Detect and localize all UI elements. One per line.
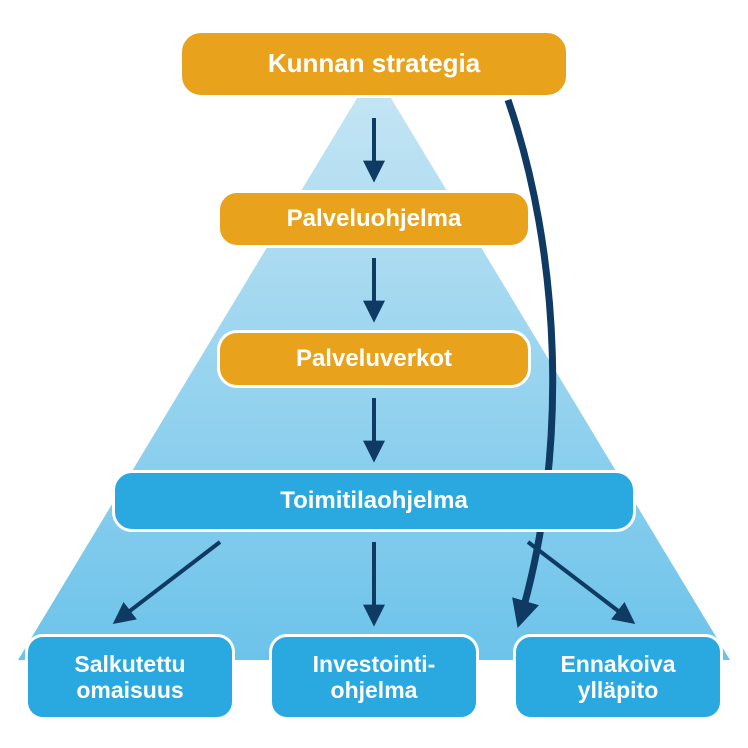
node-palveluverkot: Palveluverkot [217, 330, 531, 388]
node-label: Palveluohjelma [287, 205, 462, 233]
node-ennakoiva-yllapito: Ennakoiva ylläpito [513, 634, 723, 720]
arrow-a6 [528, 542, 630, 620]
node-label: Palveluverkot [296, 345, 452, 373]
node-label: Ennakoiva ylläpito [560, 651, 675, 704]
node-palveluohjelma: Palveluohjelma [217, 190, 531, 248]
arrow-a5 [118, 542, 220, 620]
node-kunnan-strategia: Kunnan strategia [179, 30, 569, 98]
node-label: Salkutettu omaisuus [74, 651, 185, 704]
diagram-stage: Kunnan strategia Palveluohjelma Palveluv… [0, 0, 748, 748]
node-investointiohjelma: Investointi- ohjelma [269, 634, 479, 720]
node-salkutettu-omaisuus: Salkutettu omaisuus [25, 634, 235, 720]
node-label: Toimitilaohjelma [280, 487, 468, 515]
node-label: Kunnan strategia [268, 49, 480, 79]
node-label: Investointi- ohjelma [313, 651, 436, 704]
node-toimitilaohjelma: Toimitilaohjelma [112, 470, 636, 532]
